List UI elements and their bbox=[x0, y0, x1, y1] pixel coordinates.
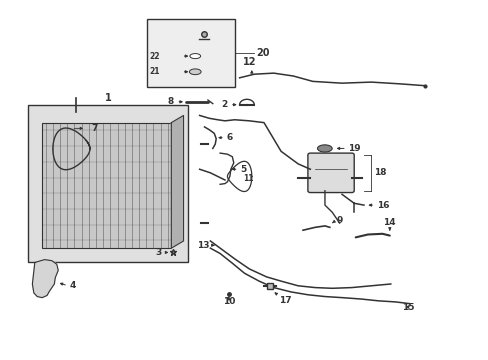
Ellipse shape bbox=[189, 54, 200, 59]
Text: 12: 12 bbox=[242, 57, 256, 67]
Text: 17: 17 bbox=[279, 296, 291, 305]
Bar bbox=[27, 105, 188, 262]
Text: 16: 16 bbox=[376, 201, 389, 210]
Text: 18: 18 bbox=[373, 168, 386, 177]
Bar bbox=[42, 123, 171, 248]
Polygon shape bbox=[32, 260, 58, 298]
Text: 13: 13 bbox=[197, 241, 209, 250]
Text: 21: 21 bbox=[149, 67, 160, 76]
Text: 9: 9 bbox=[335, 216, 342, 225]
Bar bbox=[147, 19, 234, 87]
Text: 2: 2 bbox=[221, 100, 227, 109]
Text: 20: 20 bbox=[256, 48, 270, 58]
Text: 15: 15 bbox=[401, 303, 413, 312]
Text: 19: 19 bbox=[347, 144, 360, 153]
Text: 3: 3 bbox=[155, 248, 161, 257]
Ellipse shape bbox=[189, 69, 201, 75]
Text: 22: 22 bbox=[149, 51, 160, 60]
Text: 5: 5 bbox=[240, 165, 246, 174]
Text: 11: 11 bbox=[243, 174, 253, 183]
Text: 14: 14 bbox=[383, 218, 395, 227]
Text: 8: 8 bbox=[167, 97, 173, 106]
Text: 4: 4 bbox=[70, 281, 76, 290]
Text: 6: 6 bbox=[226, 133, 232, 142]
Text: 1: 1 bbox=[104, 93, 111, 103]
Polygon shape bbox=[171, 116, 183, 248]
Text: 10: 10 bbox=[222, 297, 235, 306]
Ellipse shape bbox=[317, 145, 331, 152]
FancyBboxPatch shape bbox=[307, 153, 353, 193]
Text: 7: 7 bbox=[91, 124, 97, 133]
